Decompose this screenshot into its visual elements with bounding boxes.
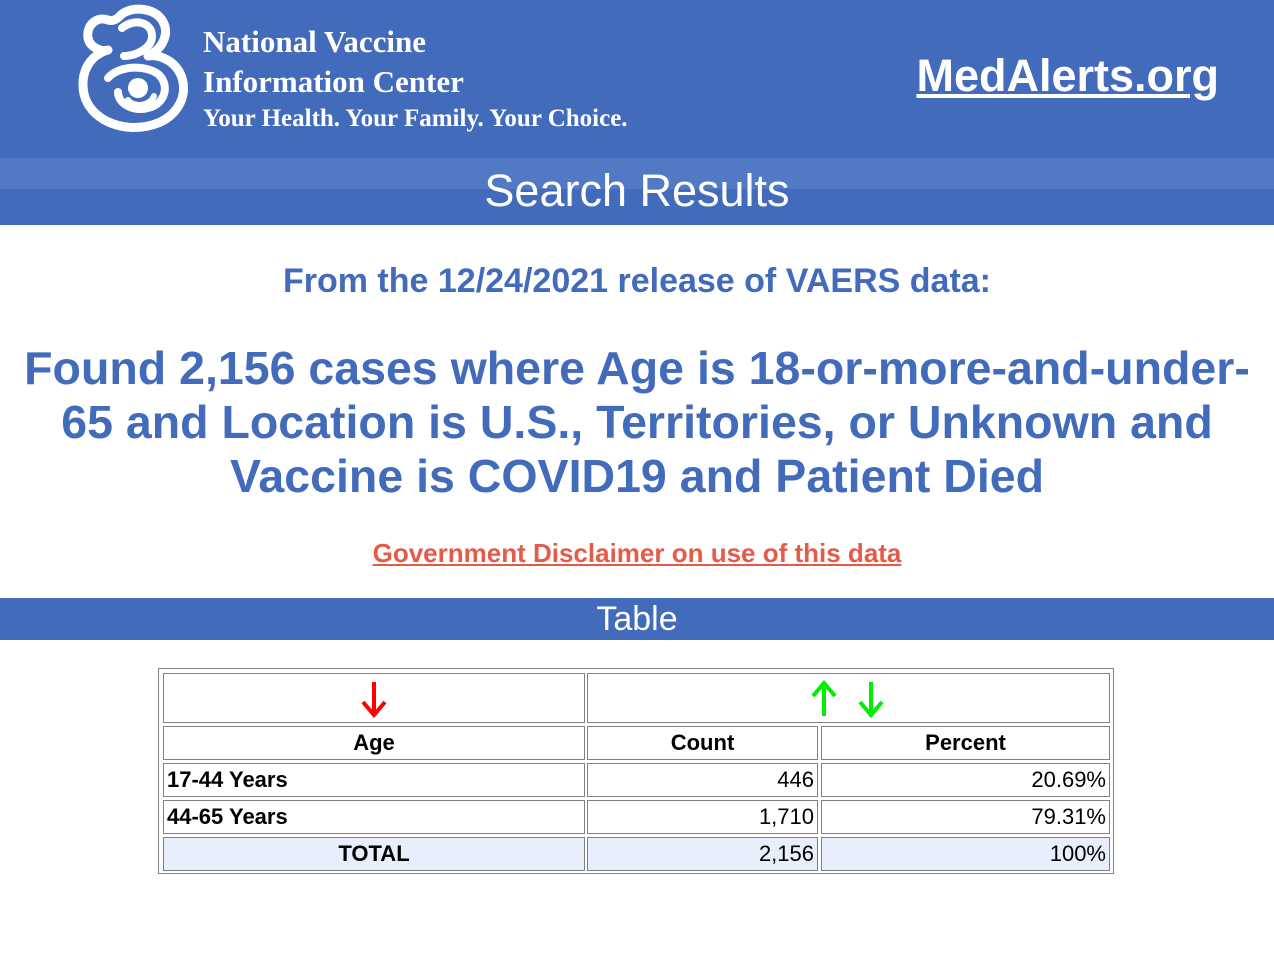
release-date-text: From the 12/24/2021 release of VAERS dat…	[282, 262, 991, 300]
age-sort-cell	[163, 673, 585, 723]
results-table: Age Count Percent 17-44 Years 446 20.69%…	[158, 668, 1114, 874]
search-results-title: Search Results	[484, 165, 790, 216]
table-row-percent: 20.69%	[821, 763, 1110, 797]
government-disclaimer-link[interactable]: Government Disclaimer on use of this dat…	[372, 538, 902, 568]
medalerts-home-link[interactable]: MedAlerts.org	[916, 50, 1219, 101]
sort-down-arrow-icon[interactable]	[858, 680, 884, 718]
total-label: TOTAL	[163, 837, 585, 871]
org-name-line2: Information Center	[203, 64, 464, 99]
org-name-line1: National Vaccine	[203, 24, 427, 59]
total-percent: 100%	[821, 837, 1110, 871]
table-row-age: 44-65 Years	[163, 800, 585, 834]
table-row-count: 1,710	[587, 800, 818, 834]
org-name-block: National Vaccine Information Center Your…	[203, 22, 628, 136]
banner-stripe	[0, 158, 1274, 189]
org-tagline: Your Health. Your Family. Your Choice.	[203, 105, 628, 132]
table-row-count: 446	[587, 763, 818, 797]
table-row-percent: 79.31%	[821, 800, 1110, 834]
total-count: 2,156	[587, 837, 818, 871]
count-sort-cell	[587, 673, 1110, 723]
disclaimer-container: Government Disclaimer on use of this dat…	[0, 538, 1274, 569]
search-results-banner: Search Results	[0, 158, 1274, 225]
column-header-count: Count	[587, 726, 818, 760]
column-header-percent: Percent	[821, 726, 1110, 760]
table-row-age: 17-44 Years	[163, 763, 585, 797]
sort-up-arrow-icon[interactable]	[811, 680, 837, 718]
sort-down-arrow-icon[interactable]	[361, 680, 387, 718]
column-header-age: Age	[163, 726, 585, 760]
nvic-logo-icon[interactable]	[78, 4, 190, 132]
found-cases-summary: Found 2,156 cases where Age is 18-or-mor…	[24, 342, 1250, 502]
table-section-title: Table	[0, 598, 1274, 640]
site-header: National Vaccine Information Center Your…	[0, 0, 1274, 158]
